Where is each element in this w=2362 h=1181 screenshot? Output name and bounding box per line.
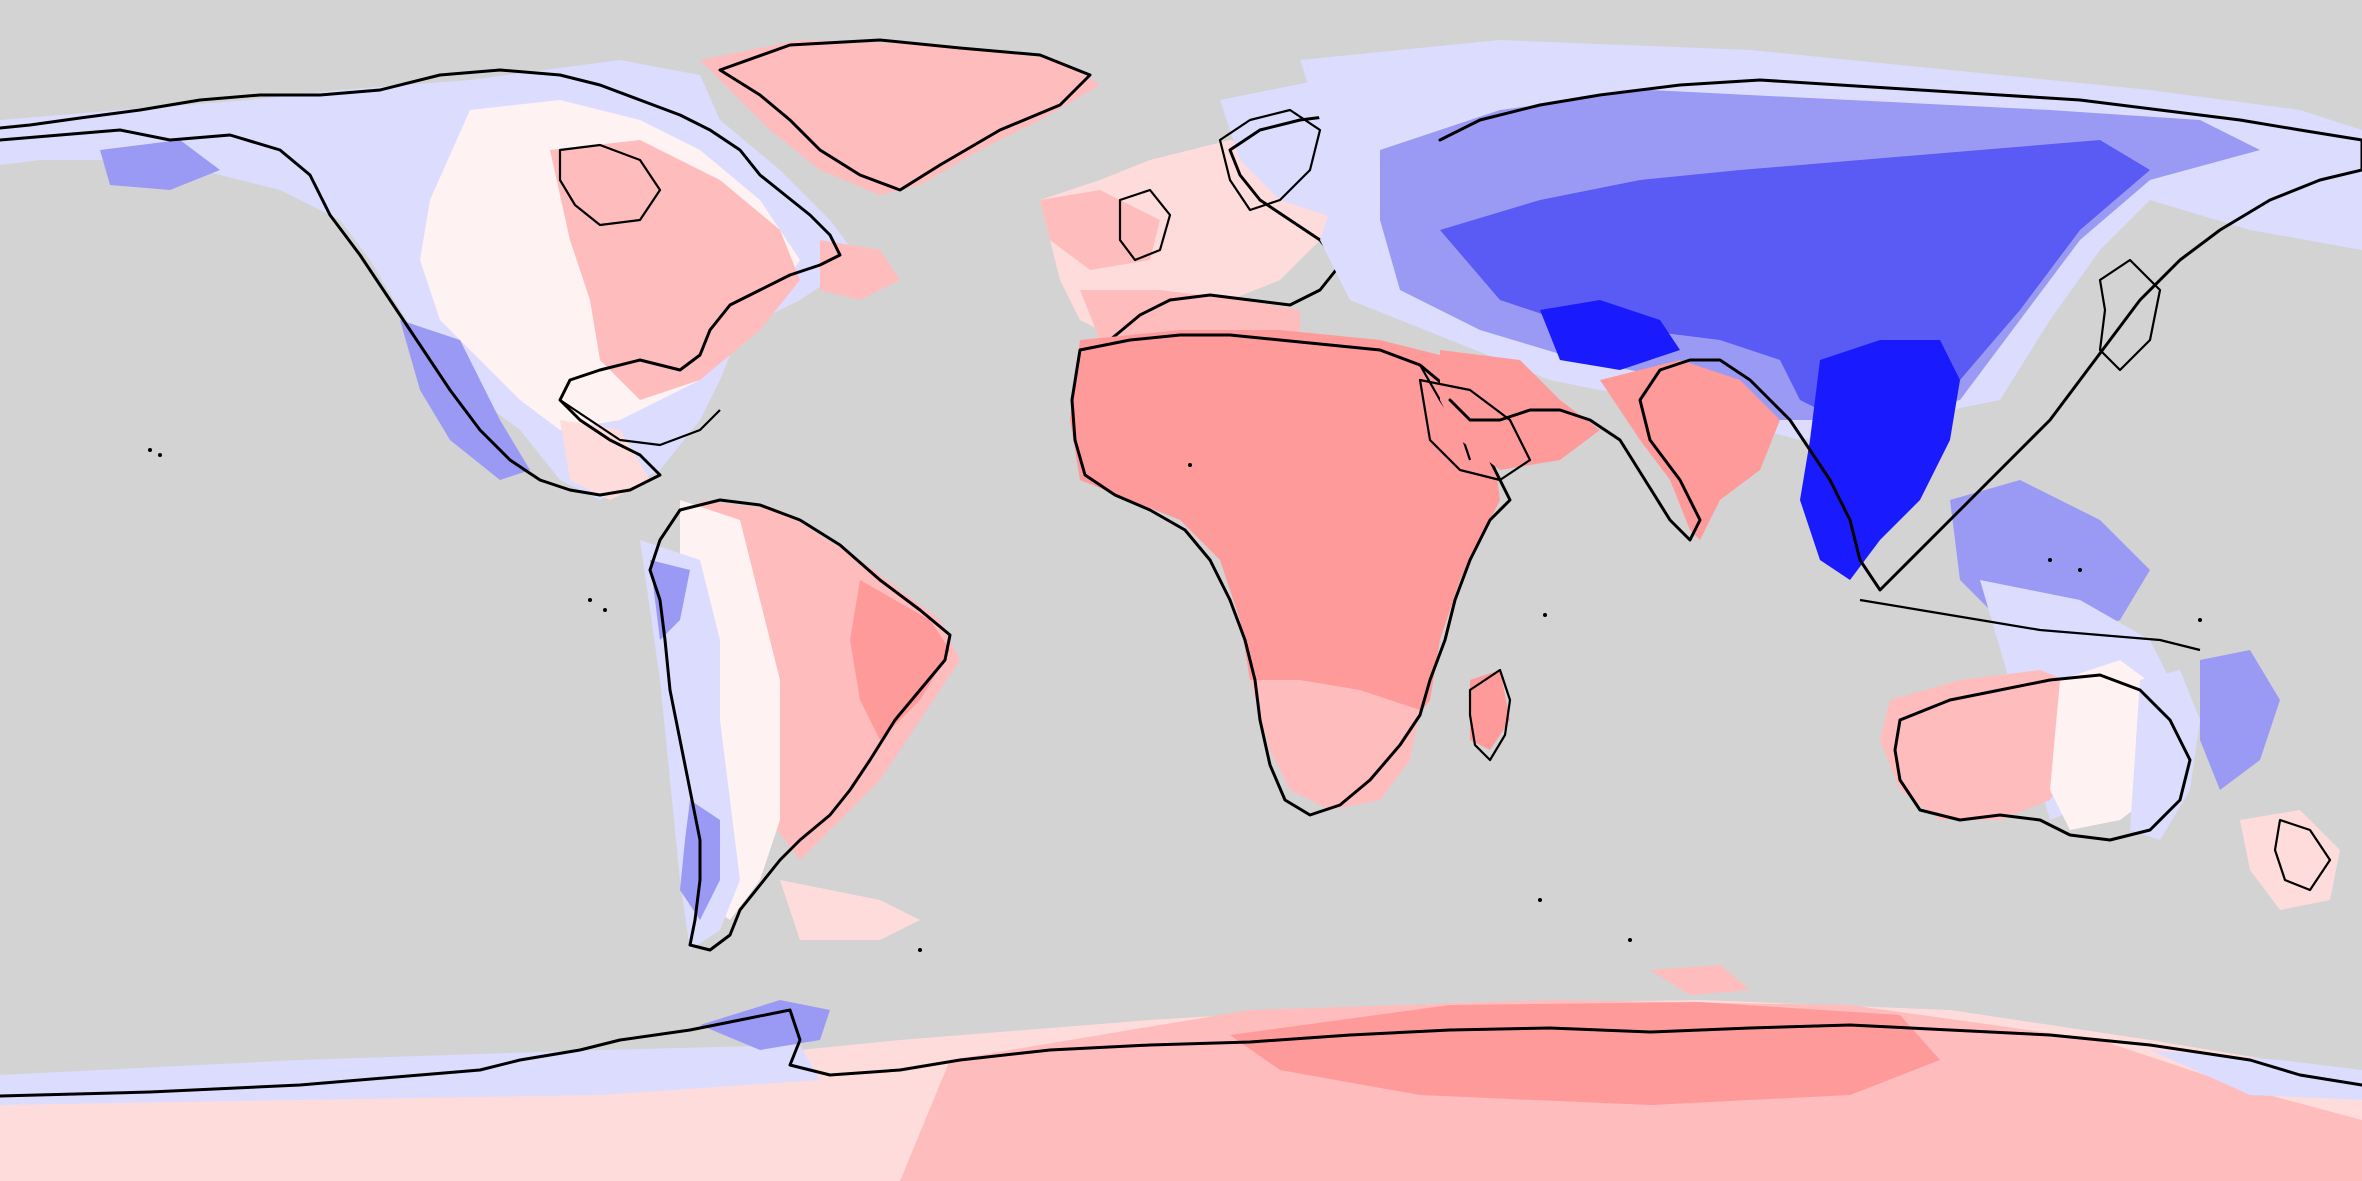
south-america-coastline [648, 498, 952, 952]
antarctica-region [0, 965, 2362, 1181]
madagascar-coastline [1468, 668, 1512, 762]
japan-coastline [2098, 258, 2162, 372]
new-zealand-coastline [2273, 818, 2332, 892]
africa-coastline [1070, 333, 1512, 817]
north-america-region [0, 60, 900, 500]
indonesia-coastline [1859, 598, 2201, 652]
british-isles-coastline [1118, 188, 1172, 262]
greenland-region [700, 38, 1100, 195]
australia-region [1880, 650, 2340, 910]
australia-coastline [1893, 673, 2192, 842]
asia-coastline [1438, 78, 2362, 592]
south-america-region [640, 498, 960, 952]
africa-region [1070, 330, 1512, 817]
antarctica-coastline [0, 1008, 2362, 1098]
greenland-coastline [718, 38, 1092, 192]
scandinavia-coastline [1218, 108, 1322, 212]
north-america-coastline [0, 68, 842, 497]
gulf-of-mexico-coastline [559, 399, 721, 447]
hudson-bay-coastline [558, 143, 662, 227]
asia-region [1300, 40, 2362, 820]
arabia-coastline [1418, 378, 1532, 482]
island-specks [148, 448, 2202, 952]
